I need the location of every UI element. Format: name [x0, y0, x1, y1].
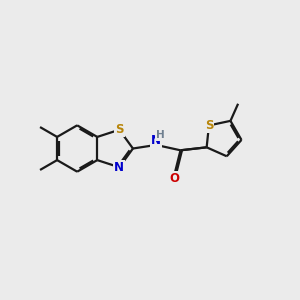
Text: O: O — [169, 172, 179, 185]
Text: S: S — [115, 123, 124, 136]
Text: N: N — [151, 134, 161, 147]
Text: N: N — [114, 161, 124, 174]
Text: H: H — [156, 130, 164, 140]
Text: S: S — [205, 119, 213, 132]
